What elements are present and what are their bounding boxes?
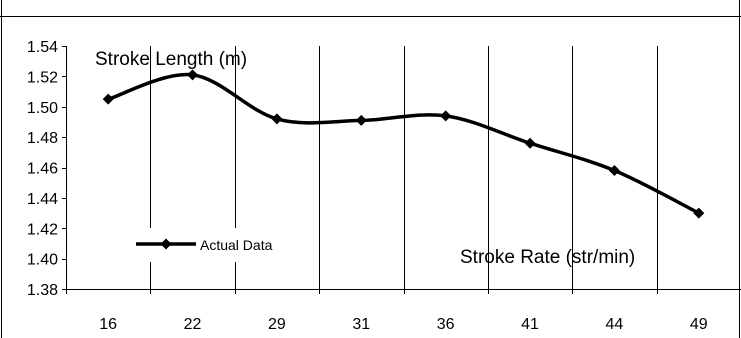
x-tick-label-7: 49 — [690, 316, 708, 333]
y-tick-label-1: 1.40 — [27, 252, 58, 269]
y-axis-ticks: 1.38 1.40 1.42 1.44 1.46 1.48 1.50 1.52 1.54 — [27, 39, 66, 299]
data-point-4 — [440, 110, 452, 122]
x-tick-label-4: 36 — [437, 316, 455, 333]
y-tick-label-8: 1.54 — [27, 39, 58, 56]
y-tick-label-4: 1.46 — [27, 161, 58, 178]
x-tick-label-6: 44 — [606, 316, 624, 333]
data-point-6 — [608, 165, 620, 177]
x-axis-label: Stroke Rate (str/min) — [460, 247, 635, 268]
x-tick-label-2: 29 — [268, 316, 286, 333]
data-point-1 — [187, 69, 199, 81]
data-point-5 — [524, 137, 536, 149]
y-tick-label-7: 1.52 — [27, 69, 58, 86]
y-axis-label: Stroke Length (m) — [95, 49, 247, 70]
y-tick-label-6: 1.50 — [27, 100, 58, 117]
x-tick-label-1: 22 — [184, 316, 202, 333]
legend-marker — [160, 238, 172, 250]
data-point-7 — [693, 207, 705, 219]
data-point-3 — [355, 114, 367, 126]
x-axis-ticks: 16 22 29 31 36 41 44 49 — [99, 316, 708, 333]
data-point-0 — [102, 93, 114, 105]
y-tick-label-5: 1.48 — [27, 130, 58, 147]
series-line — [107, 72, 700, 215]
legend-label: Actual Data — [200, 237, 273, 253]
x-tick-label-3: 31 — [352, 316, 370, 333]
legend: Actual Data — [126, 228, 316, 262]
series-layer — [102, 69, 705, 219]
y-tick-label-0: 1.38 — [27, 282, 58, 299]
x-tick-label-5: 41 — [521, 316, 539, 333]
gridlines — [66, 46, 741, 294]
y-tick-label-2: 1.42 — [27, 221, 58, 238]
y-tick-label-3: 1.44 — [27, 191, 58, 208]
data-point-2 — [271, 113, 283, 125]
x-tick-label-0: 16 — [99, 316, 117, 333]
